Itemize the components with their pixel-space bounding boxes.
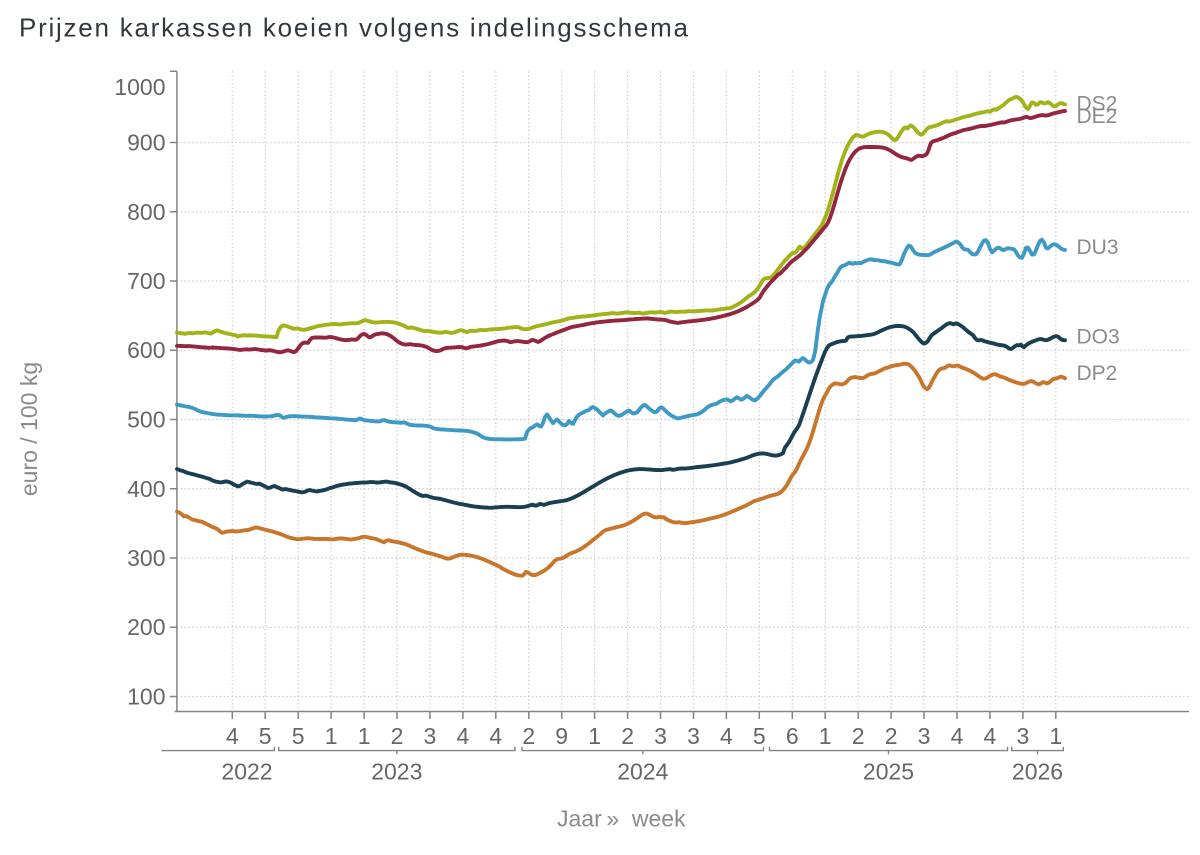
svg-text:DS2: DS2 bbox=[1077, 93, 1118, 116]
svg-text:2: 2 bbox=[391, 723, 404, 749]
svg-text:3: 3 bbox=[1017, 723, 1030, 749]
svg-text:Jaar » week: Jaar » week bbox=[557, 806, 686, 832]
svg-text:DU3: DU3 bbox=[1077, 236, 1119, 259]
svg-text:600: 600 bbox=[127, 337, 165, 363]
svg-text:3: 3 bbox=[654, 723, 667, 749]
svg-text:2: 2 bbox=[621, 723, 634, 749]
svg-text:4: 4 bbox=[984, 723, 997, 749]
svg-text:4: 4 bbox=[720, 723, 733, 749]
svg-text:3: 3 bbox=[687, 723, 700, 749]
svg-text:100: 100 bbox=[127, 684, 165, 710]
svg-text:DP2: DP2 bbox=[1077, 362, 1118, 385]
svg-text:900: 900 bbox=[127, 130, 165, 156]
svg-text:DE2: DE2 bbox=[1077, 105, 1118, 128]
svg-text:2024: 2024 bbox=[617, 758, 668, 784]
svg-text:2: 2 bbox=[852, 723, 865, 749]
svg-text:5: 5 bbox=[292, 723, 305, 749]
svg-text:DO3: DO3 bbox=[1077, 326, 1120, 349]
svg-text:3: 3 bbox=[424, 723, 437, 749]
svg-text:4: 4 bbox=[951, 723, 964, 749]
svg-text:300: 300 bbox=[127, 545, 165, 571]
svg-text:200: 200 bbox=[127, 614, 165, 640]
svg-text:Prijzen karkassen koeien volge: Prijzen karkassen koeien volgens indelin… bbox=[19, 13, 690, 43]
svg-text:800: 800 bbox=[127, 199, 165, 225]
svg-text:2022: 2022 bbox=[221, 758, 272, 784]
svg-text:1000: 1000 bbox=[114, 74, 165, 100]
svg-text:2: 2 bbox=[885, 723, 898, 749]
svg-text:5: 5 bbox=[259, 723, 272, 749]
svg-text:euro / 100 kg: euro / 100 kg bbox=[16, 362, 42, 496]
svg-text:1: 1 bbox=[358, 723, 371, 749]
svg-text:5: 5 bbox=[753, 723, 766, 749]
svg-text:2: 2 bbox=[522, 723, 535, 749]
svg-text:2025: 2025 bbox=[863, 758, 914, 784]
svg-text:9: 9 bbox=[555, 723, 568, 749]
svg-text:1: 1 bbox=[819, 723, 832, 749]
svg-text:2026: 2026 bbox=[1012, 758, 1063, 784]
svg-text:1: 1 bbox=[588, 723, 601, 749]
svg-text:400: 400 bbox=[127, 476, 165, 502]
svg-text:4: 4 bbox=[226, 723, 239, 749]
svg-text:700: 700 bbox=[127, 268, 165, 294]
svg-text:4: 4 bbox=[457, 723, 470, 749]
svg-text:500: 500 bbox=[127, 407, 165, 433]
svg-text:1: 1 bbox=[1049, 723, 1062, 749]
svg-text:6: 6 bbox=[786, 723, 799, 749]
svg-text:4: 4 bbox=[489, 723, 502, 749]
svg-text:1: 1 bbox=[325, 723, 338, 749]
svg-text:3: 3 bbox=[918, 723, 931, 749]
svg-text:2023: 2023 bbox=[371, 758, 422, 784]
